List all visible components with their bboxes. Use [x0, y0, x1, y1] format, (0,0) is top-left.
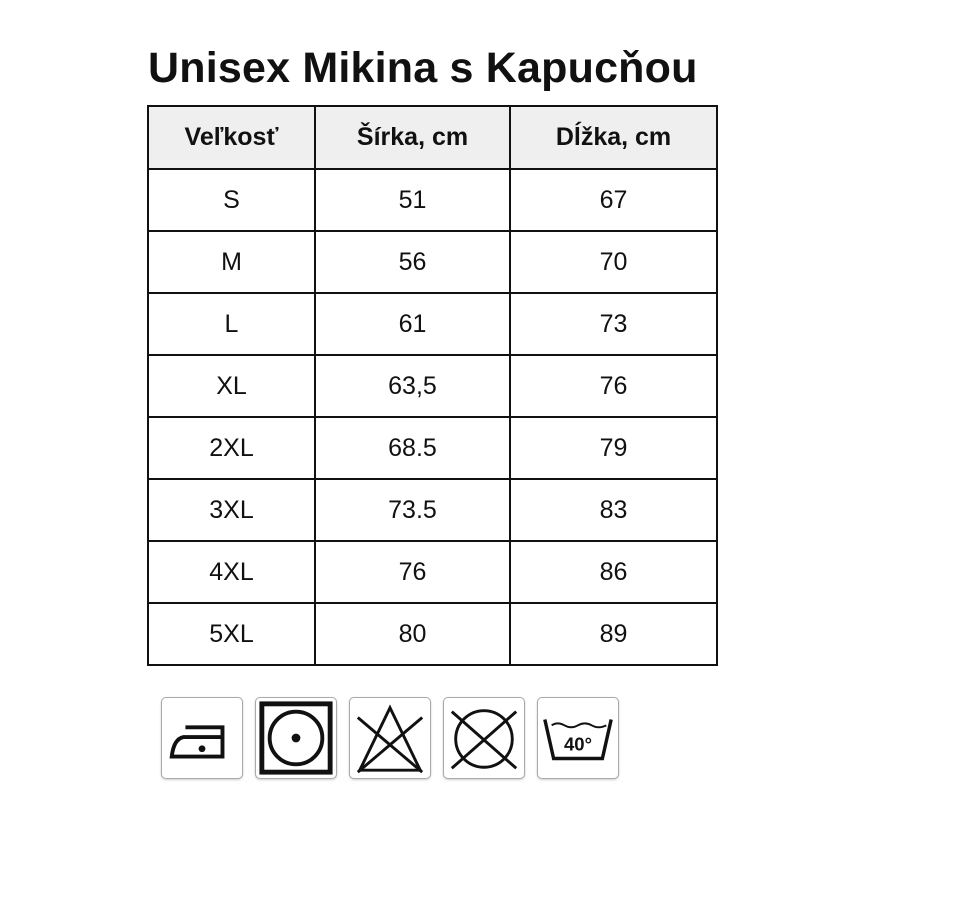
wash-temp-label: 40° — [564, 734, 592, 755]
cell-length: 76 — [509, 354, 718, 418]
cell-width: 61 — [314, 292, 511, 356]
cell-size: 5XL — [147, 602, 316, 666]
no-dry-clean-icon — [443, 697, 525, 779]
cell-size: XL — [147, 354, 316, 418]
table-header-row: Veľkosť Šírka, cm Dĺžka, cm — [147, 105, 718, 170]
cell-width: 68.5 — [314, 416, 511, 480]
iron-low-icon — [161, 697, 243, 779]
table-row: S 51 67 — [147, 168, 718, 232]
no-bleach-icon — [349, 697, 431, 779]
cell-size: M — [147, 230, 316, 294]
cell-width: 51 — [314, 168, 511, 232]
table-row: 4XL 76 86 — [147, 540, 718, 604]
cell-width: 56 — [314, 230, 511, 294]
table-row: L 61 73 — [147, 292, 718, 356]
cell-size: S — [147, 168, 316, 232]
cell-length: 83 — [509, 478, 718, 542]
care-icons: 40° — [161, 697, 619, 779]
tumble-dry-icon — [255, 697, 337, 779]
cell-size: 2XL — [147, 416, 316, 480]
cell-size: L — [147, 292, 316, 356]
cell-length: 73 — [509, 292, 718, 356]
cell-width: 76 — [314, 540, 511, 604]
cell-length: 79 — [509, 416, 718, 480]
cell-size: 4XL — [147, 540, 316, 604]
header-size: Veľkosť — [147, 105, 316, 170]
table-row: 5XL 80 89 — [147, 602, 718, 666]
table-row: 3XL 73.5 83 — [147, 478, 718, 542]
table-row: 2XL 68.5 79 — [147, 416, 718, 480]
page-title: Unisex Mikina s Kapucňou — [148, 44, 698, 92]
table-row: M 56 70 — [147, 230, 718, 294]
cell-length: 67 — [509, 168, 718, 232]
cell-length: 89 — [509, 602, 718, 666]
cell-width: 63,5 — [314, 354, 511, 418]
cell-size: 3XL — [147, 478, 316, 542]
cell-width: 73.5 — [314, 478, 511, 542]
wash-40-icon: 40° — [537, 697, 619, 779]
cell-width: 80 — [314, 602, 511, 666]
header-length: Dĺžka, cm — [509, 105, 718, 170]
cell-length: 86 — [509, 540, 718, 604]
table-row: XL 63,5 76 — [147, 354, 718, 418]
size-table: Veľkosť Šírka, cm Dĺžka, cm S 51 67 M 56 70 L 6… — [147, 105, 718, 666]
cell-length: 70 — [509, 230, 718, 294]
header-width: Šírka, cm — [314, 105, 511, 170]
